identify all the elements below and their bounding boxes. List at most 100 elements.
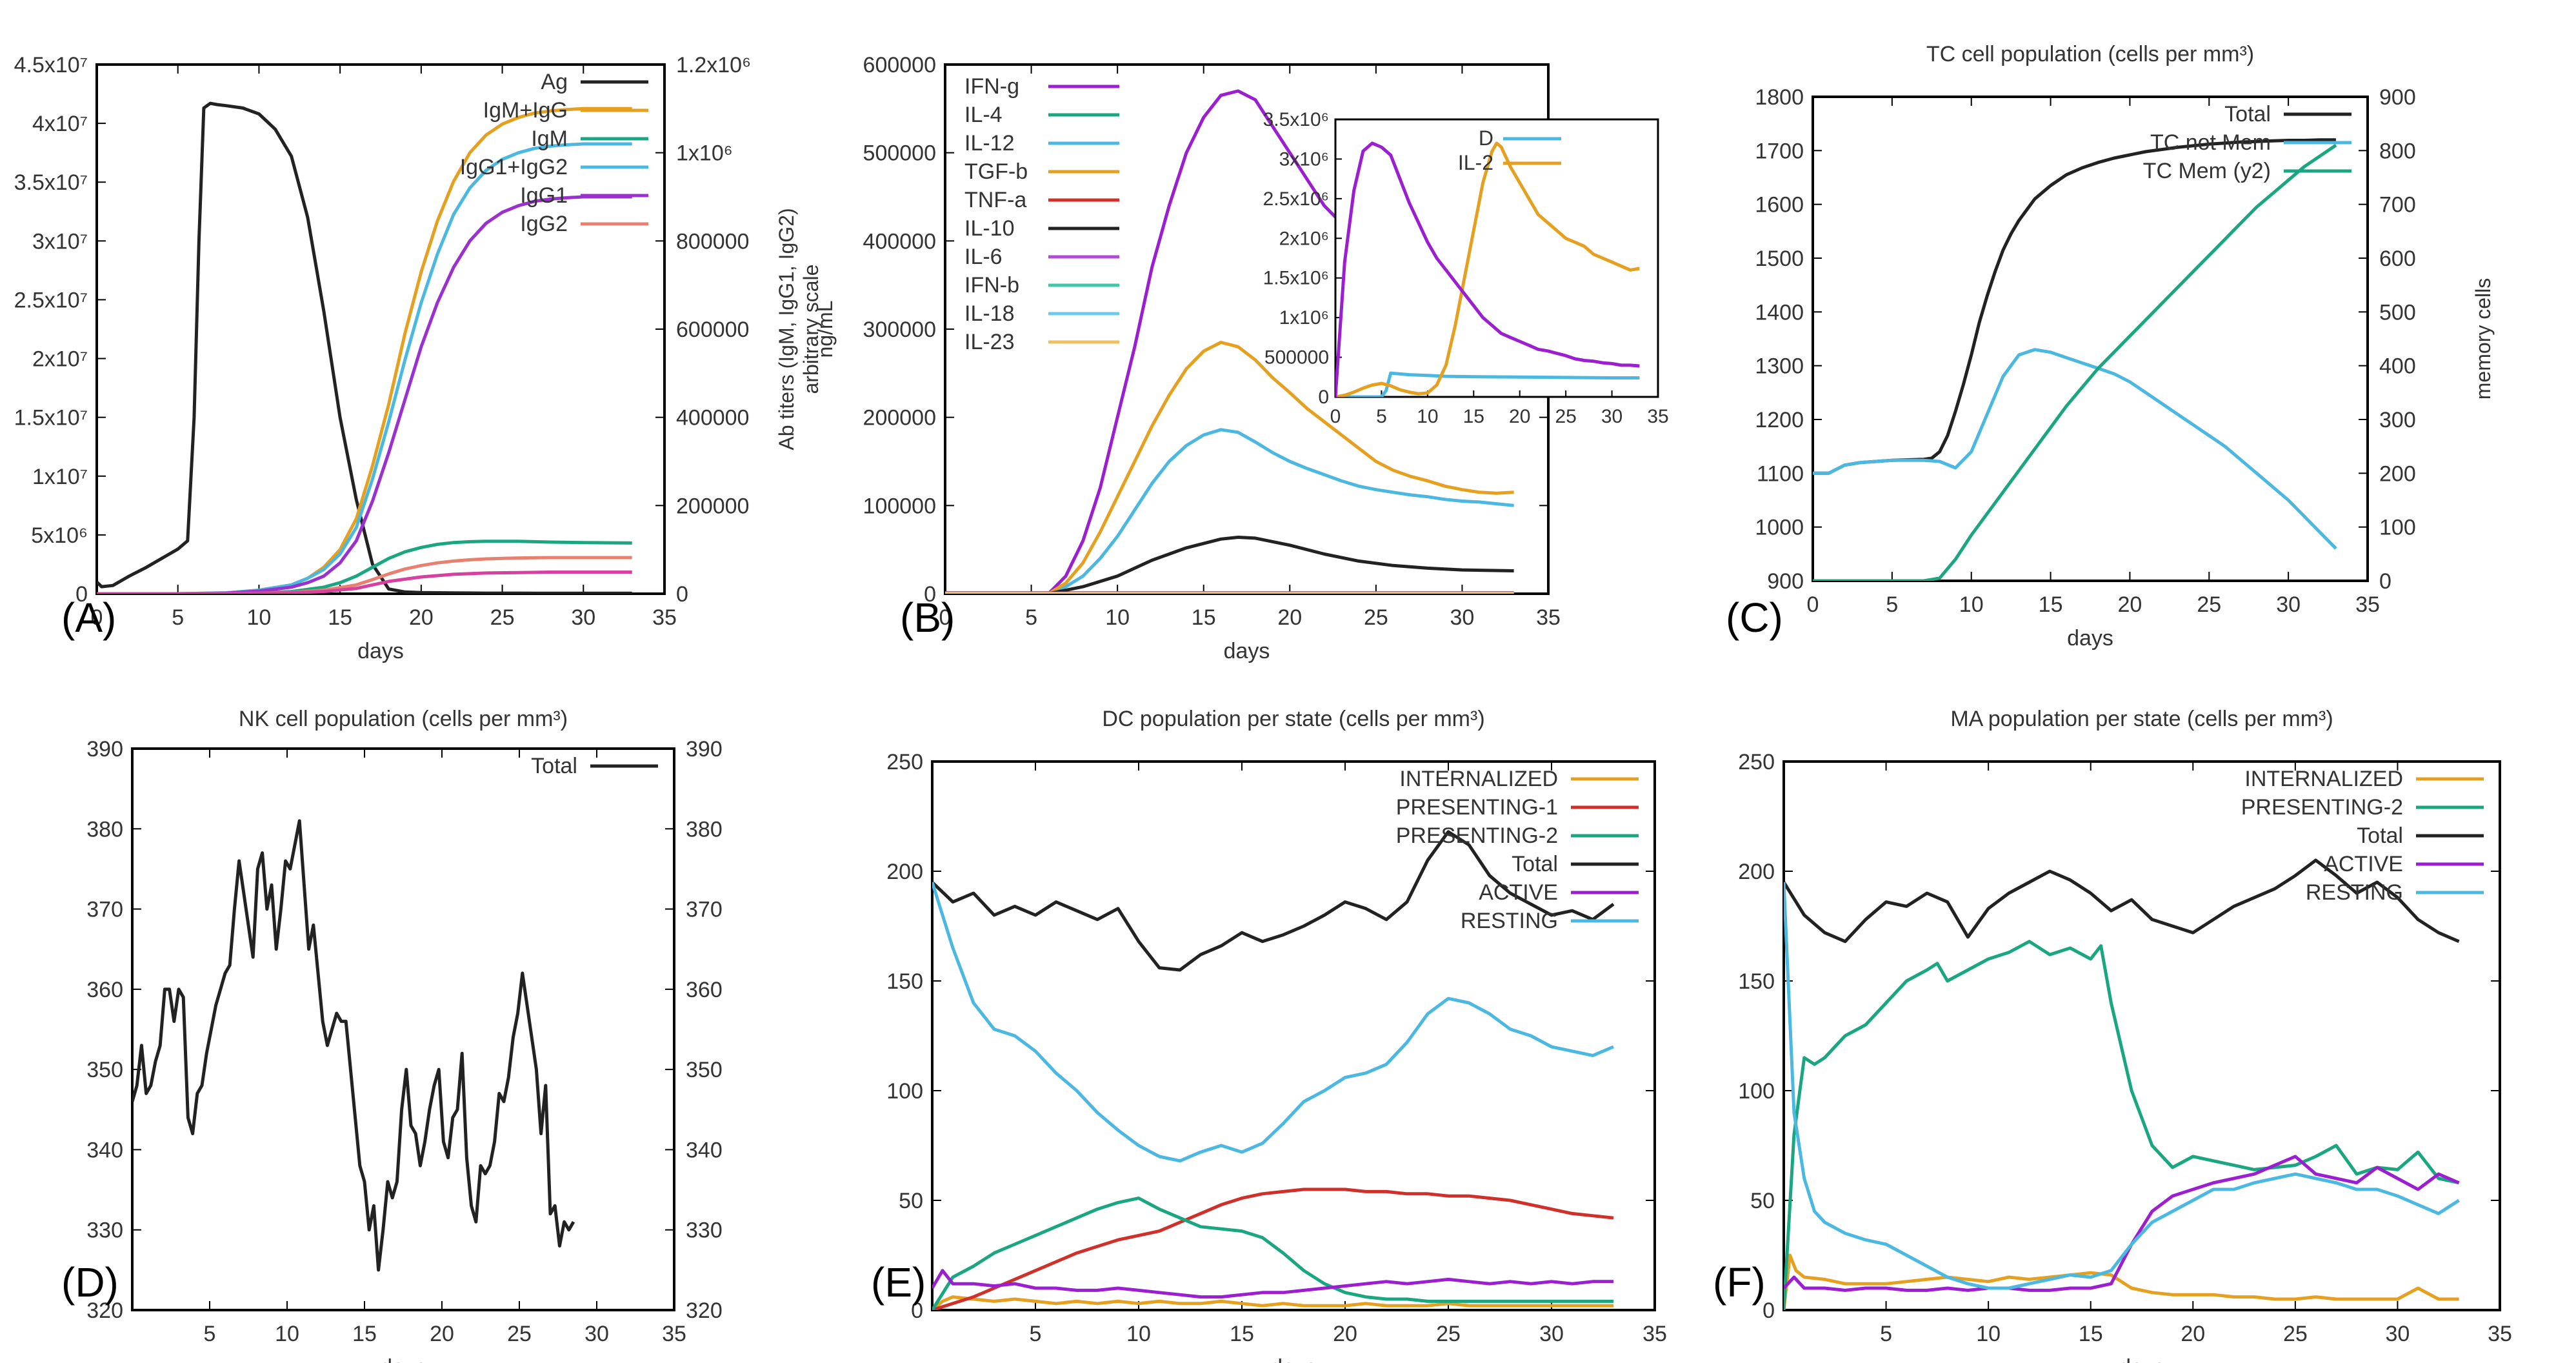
legend-label: Total [1512,852,1558,876]
y2-tick-label: 0 [676,582,688,607]
y2-tick-label: 370 [686,898,723,922]
series-line-presenting-1 [932,1187,1614,1310]
x-axis-label: days [2067,626,2113,651]
x-axis-label: days [380,1355,426,1363]
y-tick-label: 1.5x10⁷ [14,406,88,430]
x-tick-label: 30 [1539,1322,1564,1346]
x-tick-label: 25 [490,605,515,630]
legend-label: Total [531,754,577,778]
y2-tick-label: 500 [2379,300,2416,325]
x-tick-label: 10 [1959,592,1984,617]
x-tick-label: 10 [247,605,272,630]
plot-area-a [95,63,666,595]
inset-line-ifn-g [1335,141,1640,397]
plot-frame [1782,760,2501,1311]
inset-x-tick-label: 10 [1417,406,1438,427]
plot-area-f [1782,760,2501,1311]
legend-label: IL-10 [964,216,1015,241]
inset-line-il-2 [1335,141,1640,397]
series-line-ag [97,101,632,594]
legend-label: IgG2 [520,212,568,236]
y2-axis-label: Ab titers (IgM, IgG1, IgG2) [775,208,798,450]
x-tick-label: 10 [1126,1322,1151,1346]
chart-title: MA population per state (cells per mm³) [1950,707,2333,731]
y-tick-label: 360 [86,978,123,1002]
series-line-il-12 [945,428,1514,594]
x-tick-label: 20 [2181,1322,2205,1346]
series-line-igg1-igg2 [97,142,632,594]
y-tick-label: 150 [886,969,923,994]
y-tick-label: 0 [1762,1298,1775,1323]
y-tick-label: 1300 [1755,354,1804,379]
legend: INTERNALIZED PRESENTING-2 Total ACTIVE RESTI… [2241,767,2484,905]
series-line-total [932,830,1615,972]
inset-x-tick-label: 20 [1509,406,1530,427]
x-axis-label: days [2119,1355,2165,1363]
x-tick-label: 30 [2276,592,2301,617]
inset-x-tick-label: 30 [1601,406,1622,427]
y-tick-label: 4x10⁷ [32,112,88,136]
y-tick-label: 330 [86,1218,123,1243]
series-line-presenting-2 [932,1196,1613,1310]
legend-label: IL-6 [964,245,1003,269]
panel-f-letter: (F) [1713,1259,1766,1306]
inset-frame [1334,118,1659,398]
y2-tick-label: 300 [2379,408,2416,432]
y-axis-label: ng/mL [814,301,837,358]
x-tick-label: 20 [1277,605,1302,630]
series-line-tc-not-mem [1813,348,2337,550]
series-group [932,830,1615,1310]
y-tick-label: 0 [911,1298,923,1323]
y-tick-label: 1500 [1755,247,1804,271]
x-tick-label: 10 [275,1322,299,1346]
y-tick-label: 1800 [1755,85,1804,110]
chart-a-svg: 0 5 10 15 20 25 30 35 days 0 5x10⁶ 1x10⁷ 1.5x10⁷ 2x10… [14,53,823,663]
legend-label: Total [2224,102,2271,126]
chart-f-svg: MA population per state (cells per mm³) 5… [1738,707,2512,1363]
panel-c-letter: (C) [1726,594,1783,641]
x-tick-label: 5 [1886,592,1898,617]
plot-frame [1812,96,2369,582]
y-tick-label: 340 [86,1138,123,1162]
y-tick-label: 250 [886,750,923,774]
y-tick-label: 320 [86,1298,123,1323]
x-tick-label: 25 [1364,605,1388,630]
y-tick-label: 500000 [863,141,936,166]
inset-legend-label: D [1479,126,1493,150]
x-axis-label: days [357,639,404,663]
y-tick-label: 50 [1750,1189,1775,1213]
inset-x-tick-label: 5 [1376,406,1387,427]
legend-label: IFN-b [964,273,1019,298]
legend-label: IgM [531,126,568,151]
y-tick-label: 5x10⁶ [31,523,88,548]
x-tick-label: 25 [1436,1322,1461,1346]
x-tick-label: 10 [1105,605,1130,630]
inset-y-tick-label: 3.5x10⁶ [1263,109,1329,130]
y-tick-label: 380 [86,817,123,842]
x-tick-label: 35 [1536,605,1561,630]
x-tick-label: 25 [2283,1322,2308,1346]
series-group [132,819,575,1272]
legend-label: Total [2357,823,2403,848]
y2-tick-label: 800000 [676,229,749,254]
x-tick-label: 30 [584,1322,609,1346]
x-tick-label: 15 [1230,1322,1254,1346]
y-tick-label: 250 [1738,750,1775,774]
legend-label: RESTING [1461,909,1558,933]
series-line-presenting-2 [1784,940,2460,1310]
series-line-total [132,819,575,1272]
y-tick-label: 100 [1738,1079,1775,1104]
y-tick-label: 600000 [863,53,936,77]
x-axis-label: days [1270,1355,1317,1363]
x-axis-label: days [1224,639,1270,663]
y-tick-label: 0 [924,582,936,607]
y2-tick-label: 900 [2379,85,2416,110]
legend-label: IL-12 [964,131,1015,156]
inset-x-tick-label: 35 [1647,406,1668,427]
y-tick-label: 350 [86,1058,123,1082]
y-tick-label: 3.5x10⁷ [14,170,88,195]
y-tick-label: 900 [1767,569,1804,594]
inset-chart: 0 5 10 15 20 25 30 35 0 500000 1x10⁶ 1.5x10⁶ 2x10⁶ 2.… [1263,109,1669,427]
x-tick-label: 30 [1450,605,1475,630]
series-group [1784,858,2460,1310]
